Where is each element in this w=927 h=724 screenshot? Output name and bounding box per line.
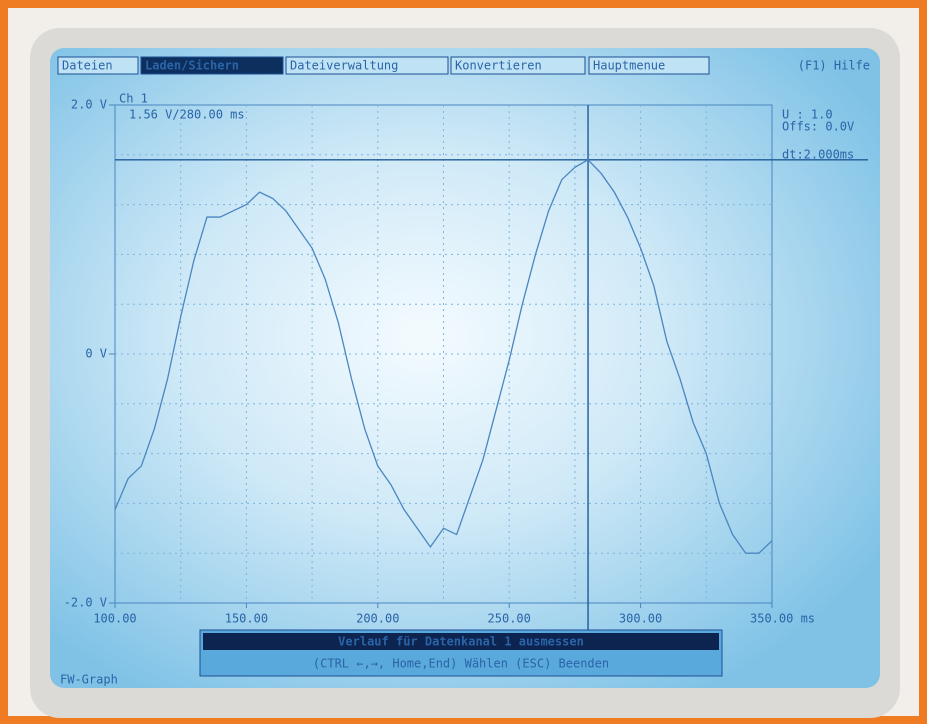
dialog-hint: (CTRL ←,→, Home,End) Wählen (ESC) Beende… [313,657,609,671]
menu-item-box[interactable] [140,56,284,75]
menu-item[interactable]: Dateien [62,59,113,73]
waveform [114,158,773,554]
x-tick-label: 350.00 ms [750,612,815,626]
menu-item[interactable]: Laden/Sichern [145,59,239,73]
menu-item-box[interactable] [588,56,710,75]
x-tick-label: 150.00 [225,612,268,626]
y-tick-label: 2.0 V [71,98,107,112]
menu-item-box[interactable] [57,56,139,75]
x-tick-label: 300.00 [619,612,662,626]
screen [50,48,880,688]
y-tick-label: 0 V [85,347,107,361]
menu-item-box[interactable] [285,56,449,75]
status: FW-Graph [60,673,118,687]
scale-info: dt:2.000ms [782,148,854,162]
menu-item[interactable]: Dateiverwaltung [290,59,398,73]
x-tick-label: 250.00 [488,612,531,626]
x-tick-label: 100.00 [93,612,136,626]
y-tick-label: -2.0 V [64,596,107,610]
dialog-title-bar [203,633,719,650]
help[interactable]: (F1) Hilfe [798,59,870,73]
scale-info: Offs: 0.0V [782,120,854,134]
dialog-title: Verlauf für Datenkanal 1 ausmessen [338,635,584,649]
menu-item-box[interactable] [450,56,586,75]
x-tick-label: 200.00 [356,612,399,626]
menu-item[interactable]: Hauptmenue [593,59,665,73]
channel-label: Ch 1 [119,92,148,106]
scale-info: U : 1.0 [782,108,833,122]
cursor-readout: 1.56 V/280.00 ms [129,108,245,122]
menu-item[interactable]: Konvertieren [455,59,542,73]
